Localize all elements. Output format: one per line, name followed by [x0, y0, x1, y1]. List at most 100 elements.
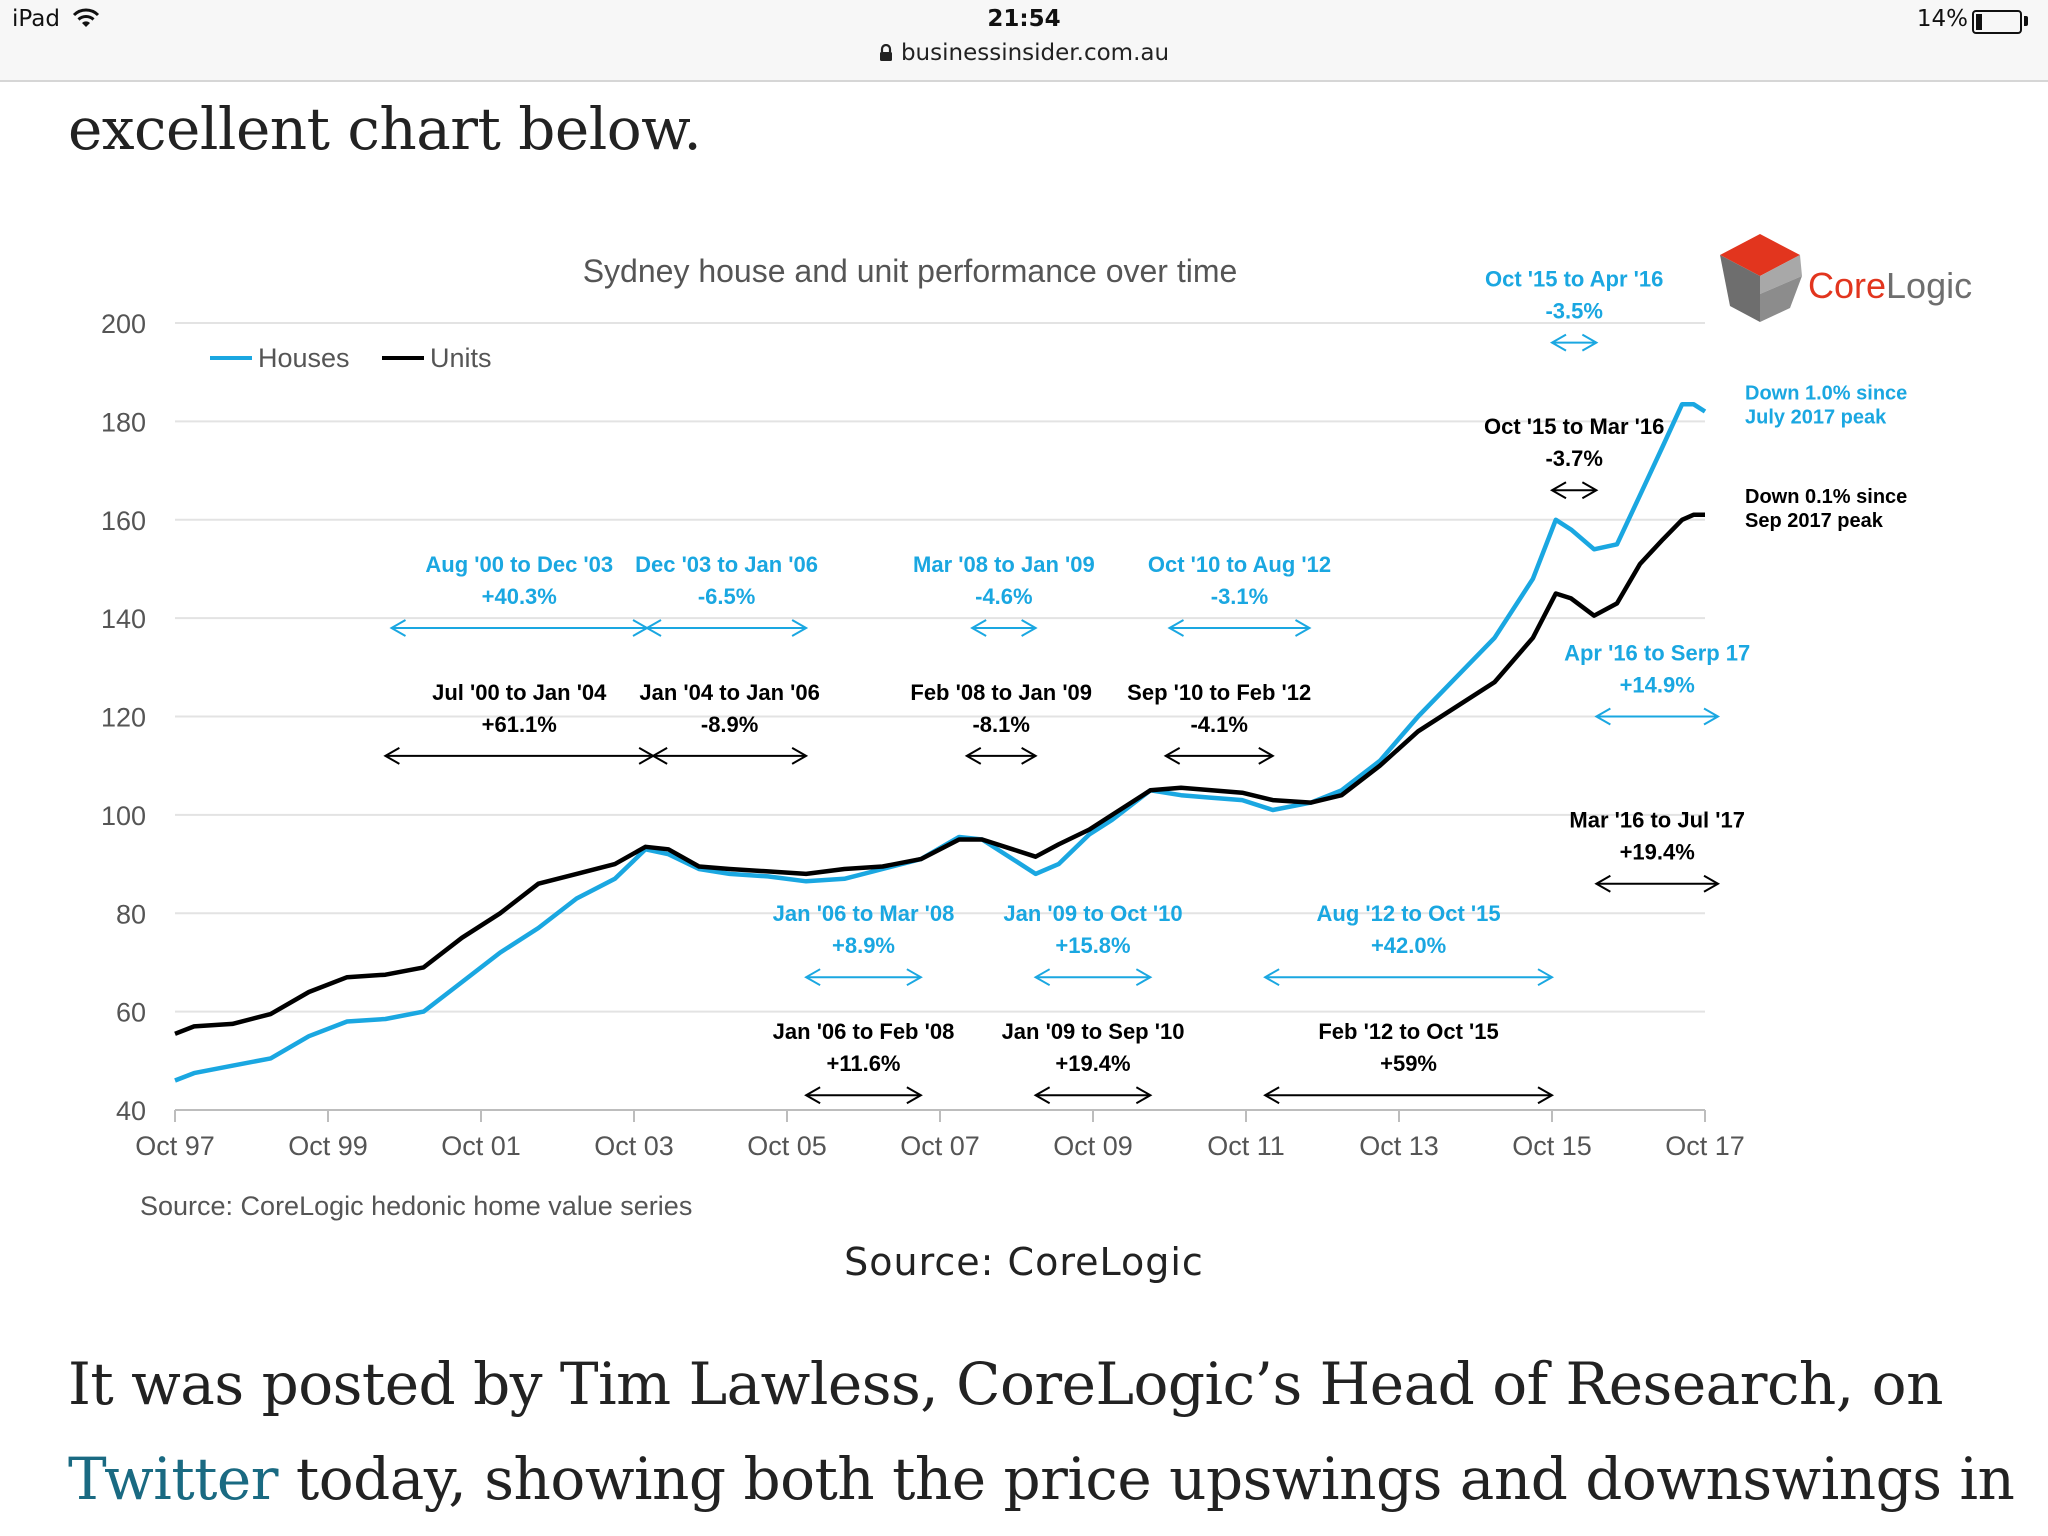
annotation-period-label: Mar '08 to Jan '09: [913, 552, 1095, 577]
end-note-line: Down 1.0% since: [1745, 383, 1907, 405]
y-tick-label: 160: [101, 506, 146, 536]
image-caption: Source: CoreLogic: [844, 1240, 1204, 1284]
series-lines: [174, 401, 1707, 1083]
annotation-arrowhead-left: [1163, 746, 1181, 765]
annotation: Jan '06 to Feb '08 +11.6%: [773, 1019, 955, 1105]
y-tick-label: 80: [116, 899, 146, 929]
clock: 21:54: [987, 6, 1061, 32]
corelogic-logo-icon: [1720, 234, 1802, 322]
y-axis-ticks: 40 60 80 100 120 140 160 180 200: [101, 309, 146, 1126]
annotation-change-label: +61.1%: [482, 712, 557, 737]
article-paragraph-line-1: It was posted by Tim Lawless, CoreLogic’…: [68, 1350, 1943, 1418]
series-line-houses: [174, 401, 1707, 1083]
annotation-period-label: Jan '09 to Sep '10: [1002, 1019, 1185, 1044]
annotation-period-label: Dec '03 to Jan '06: [635, 552, 818, 577]
battery-percent: 14%: [1916, 6, 1968, 32]
annotation: Jan '04 to Jan '06 -8.9%: [639, 680, 820, 765]
end-note-line: Sep 2017 peak: [1745, 510, 1884, 532]
annotation-change-label: +15.8%: [1055, 933, 1130, 958]
end-note-line: Down 0.1% since: [1745, 486, 1907, 508]
annotation-arrowhead-left: [383, 746, 400, 765]
annotation-arrowhead-right: [1135, 1086, 1153, 1105]
y-tick-label: 200: [101, 309, 146, 339]
annotation-arrowhead-right: [1537, 968, 1555, 987]
x-tick-label: Oct 13: [1359, 1131, 1439, 1161]
corelogic-logo-text: CoreLogic: [1808, 265, 1972, 306]
annotation-period-label: Apr '16 to Serp 17: [1564, 641, 1750, 666]
annotation-arrowhead-left: [1594, 874, 1611, 893]
x-tick-label: Oct 09: [1053, 1131, 1133, 1161]
annotation-change-label: +59%: [1380, 1051, 1437, 1076]
annotation: Feb '08 to Jan '09 -8.1%: [910, 680, 1092, 765]
lock-icon: [879, 42, 893, 68]
annotation-arrowhead-right: [1258, 746, 1275, 765]
twitter-link[interactable]: Twitter: [68, 1445, 278, 1513]
annotation-arrowhead-right: [1703, 707, 1721, 726]
annotation-period-label: Feb '08 to Jan '09: [910, 680, 1092, 705]
annotation: Jul '00 to Jan '04 +61.1%: [383, 680, 656, 765]
annotation-change-label: -3.1%: [1211, 584, 1268, 609]
annotation-period-label: Feb '12 to Oct '15: [1318, 1019, 1498, 1044]
annotation-arrowhead-right: [1581, 333, 1599, 352]
y-tick-label: 60: [116, 998, 146, 1028]
annotation-arrowhead-left: [1167, 619, 1184, 637]
annotation-period-label: Jan '06 to Feb '08: [773, 1019, 955, 1044]
annotation-arrowhead-left: [644, 619, 662, 637]
address-bar[interactable]: businessinsider.com.au: [0, 40, 2048, 68]
y-tick-label: 180: [101, 407, 146, 437]
annotation-arrowhead-left: [804, 1086, 821, 1105]
annotation-arrowhead-right: [1021, 746, 1038, 765]
annotation-arrowhead-left: [1033, 968, 1051, 987]
annotation-period-label: Jan '06 to Mar '08: [773, 901, 955, 926]
grid-lines: [175, 322, 1705, 1013]
y-tick-label: 40: [116, 1096, 146, 1126]
annotation-period-label: Oct '10 to Aug '12: [1148, 552, 1331, 577]
annotation-arrowhead-right: [906, 968, 923, 987]
article-paragraph-line-2-rest: today, showing both the price upswings a…: [277, 1445, 2015, 1513]
annotation-arrowhead-right: [791, 746, 809, 765]
annotation-change-label: -6.5%: [698, 584, 755, 609]
annotation-arrowhead-right: [1581, 481, 1599, 500]
x-tick-label: Oct 97: [135, 1131, 215, 1161]
device-name: iPad: [12, 6, 60, 32]
annotation-arrowhead-right: [791, 619, 809, 637]
annotation-change-label: +42.0%: [1371, 933, 1446, 958]
y-tick-label: 140: [101, 604, 146, 634]
x-tick-label: Oct 05: [747, 1131, 827, 1161]
x-tick-label: Oct 99: [288, 1131, 368, 1161]
legend-units-label: Units: [430, 343, 492, 373]
annotation-arrowhead-right: [1537, 1086, 1555, 1105]
annotation-arrowhead-right: [1294, 619, 1312, 637]
annotation-change-label: -8.1%: [972, 712, 1029, 737]
annotation: Aug '12 to Oct '15 +42.0%: [1263, 901, 1555, 987]
annotation: Mar '08 to Jan '09 -4.6%: [913, 552, 1095, 637]
annotations: Aug '00 to Dec '03 +40.3% Dec '03 to Jan '…: [383, 267, 1750, 1105]
annotation-arrowhead-right: [1135, 968, 1153, 987]
annotation-period-label: Jan '09 to Oct '10: [1003, 901, 1182, 926]
annotation: Jan '06 to Mar '08 +8.9%: [773, 901, 955, 987]
y-tick-label: 100: [101, 801, 146, 831]
annotation-change-label: -4.6%: [975, 584, 1032, 609]
annotation-period-label: Mar '16 to Jul '17: [1569, 808, 1745, 833]
annotation-period-label: Oct '15 to Mar '16: [1484, 414, 1664, 439]
series-line-units: [174, 512, 1705, 1036]
legend-houses-label: Houses: [258, 343, 350, 373]
annotation-change-label: +19.4%: [1055, 1051, 1130, 1076]
x-tick-label: Oct 11: [1207, 1131, 1285, 1161]
annotation-change-label: +40.3%: [482, 584, 557, 609]
x-tick-label: Oct 17: [1665, 1131, 1745, 1161]
x-tick-label: Oct 01: [441, 1131, 521, 1161]
annotation-arrowhead-left: [970, 619, 987, 637]
annotation-period-label: Aug '00 to Dec '03: [425, 552, 613, 577]
status-bar: iPad 21:54 businessinsider.com.au 14%: [0, 0, 2048, 82]
end-note-line: July 2017 peak: [1745, 407, 1887, 429]
annotation: Apr '16 to Serp 17 +14.9%: [1564, 641, 1750, 726]
annotation-change-label: -3.5%: [1545, 299, 1602, 324]
x-tick-label: Oct 03: [594, 1131, 674, 1161]
corelogic-logo: CoreLogic: [1720, 234, 1972, 322]
chart-title: Sydney house and unit performance over t…: [583, 253, 1238, 289]
annotation: Oct '15 to Apr '16 -3.5%: [1485, 267, 1663, 352]
annotation-arrowhead-left: [1263, 968, 1280, 987]
